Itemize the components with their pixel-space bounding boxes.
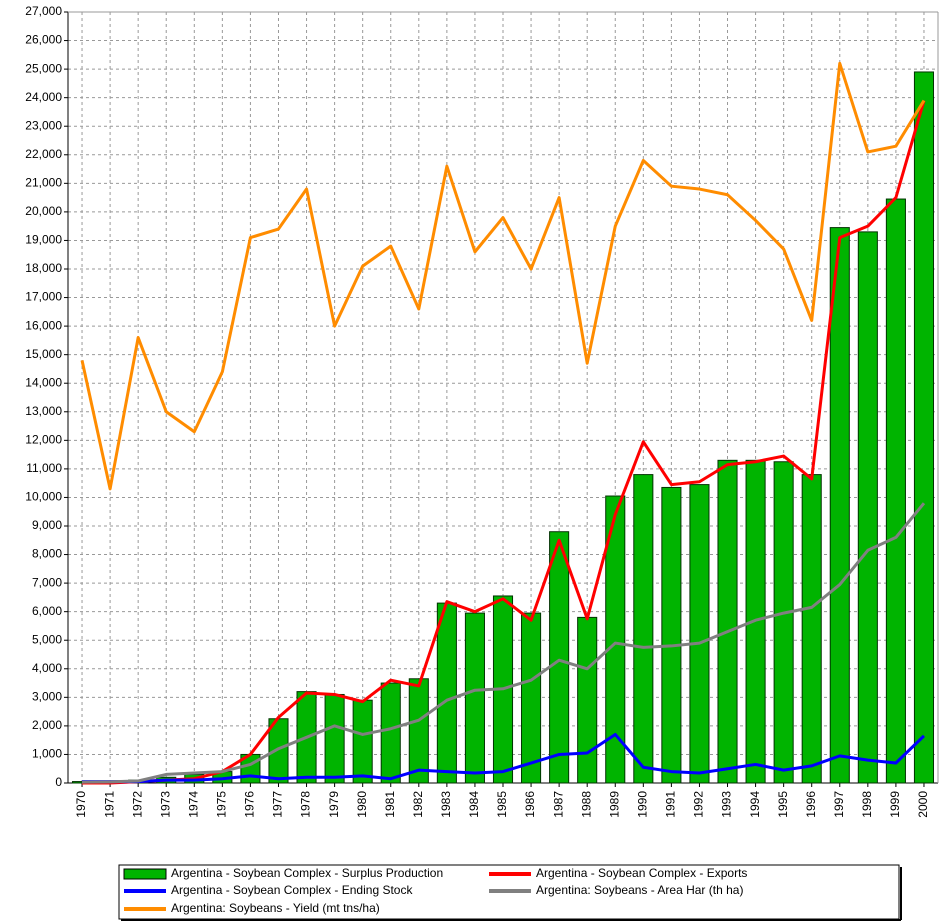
- y-tick-label: 25,000: [25, 61, 62, 75]
- bar: [829, 227, 850, 784]
- x-tick-label: 1992: [692, 791, 706, 818]
- bar: [436, 602, 457, 784]
- bar: [689, 484, 710, 784]
- line: [82, 502, 926, 784]
- y-tick-label: 15,000: [25, 347, 62, 361]
- x-tick-label: 1975: [215, 791, 229, 818]
- x-tick-label: 1973: [158, 791, 172, 818]
- y-tick-label: 26,000: [25, 33, 62, 47]
- bar: [549, 531, 570, 784]
- x-tick-label: 1995: [776, 791, 790, 818]
- y-tick-label: 21,000: [25, 176, 62, 190]
- x-tick-label: 1978: [299, 791, 313, 818]
- y-tick-label: 4,000: [32, 661, 62, 675]
- x-tick-label: 1985: [495, 791, 509, 818]
- legend-swatch: [123, 868, 167, 880]
- bar: [717, 459, 738, 784]
- y-tick-label: 10,000: [25, 490, 62, 504]
- y-tick-label: 12,000: [25, 433, 62, 447]
- x-tick-label: 1991: [664, 791, 678, 818]
- y-tick-label: 27,000: [25, 4, 62, 18]
- x-tick-label: 1976: [243, 791, 257, 818]
- x-tick-label: 1974: [186, 791, 200, 818]
- x-tick-label: 1980: [355, 791, 369, 818]
- legend-label: Argentina - Soybean Complex - Ending Sto…: [171, 883, 413, 897]
- x-tick-label: 1990: [635, 791, 649, 818]
- y-tick-label: 16,000: [25, 318, 62, 332]
- x-tick-label: 1970: [74, 791, 88, 818]
- x-tick-label: 2000: [916, 791, 930, 818]
- bar: [380, 682, 401, 784]
- legend-label: Argentina - Soybean Complex - Surplus Pr…: [171, 866, 443, 880]
- bar: [801, 474, 822, 784]
- x-tick-label: 1982: [411, 791, 425, 818]
- bar: [324, 693, 345, 784]
- line: [82, 732, 926, 784]
- x-tick-label: 1998: [860, 791, 874, 818]
- y-tick-label: 18,000: [25, 261, 62, 275]
- bar: [408, 678, 429, 784]
- legend-label: Argentina: Soybeans - Yield (mt tns/ha): [171, 901, 380, 915]
- x-tick-label: 1997: [832, 791, 846, 818]
- x-tick-label: 1972: [130, 791, 144, 818]
- bar: [885, 198, 906, 784]
- bar: [605, 495, 626, 784]
- y-tick-label: 6,000: [32, 604, 62, 618]
- bar: [661, 486, 682, 784]
- y-tick-label: 7,000: [32, 575, 62, 589]
- y-tick-label: 5,000: [32, 632, 62, 646]
- bar: [857, 231, 878, 784]
- y-tick-label: 9,000: [32, 518, 62, 532]
- y-tick-label: 19,000: [25, 233, 62, 247]
- y-tick-label: 17,000: [25, 290, 62, 304]
- x-tick-label: 1994: [748, 791, 762, 818]
- y-tick-label: 2,000: [32, 718, 62, 732]
- y-tick-label: 24,000: [25, 90, 62, 104]
- x-tick-label: 1971: [102, 791, 116, 818]
- y-tick-label: 22,000: [25, 147, 62, 161]
- bar: [352, 699, 373, 784]
- x-tick-label: 1984: [467, 791, 481, 818]
- x-tick-label: 1989: [607, 791, 621, 818]
- y-tick-label: 11,000: [26, 461, 62, 475]
- x-tick-label: 1993: [720, 791, 734, 818]
- x-tick-label: 1977: [271, 791, 285, 818]
- x-tick-label: 1999: [888, 791, 902, 818]
- bar: [633, 474, 654, 784]
- y-tick-label: 3,000: [32, 690, 62, 704]
- bar: [913, 71, 935, 784]
- x-tick-label: 1987: [551, 791, 565, 818]
- y-tick-label: 1,000: [32, 747, 62, 761]
- x-tick-label: 1988: [579, 791, 593, 818]
- bar: [521, 612, 542, 784]
- bar: [773, 461, 794, 784]
- y-tick-label: 23,000: [25, 118, 62, 132]
- bar: [464, 612, 485, 784]
- line: [80, 61, 926, 491]
- y-tick-label: 13,000: [25, 404, 62, 418]
- y-tick-label: 14,000: [25, 375, 62, 389]
- y-tick-label: 20,000: [25, 204, 62, 218]
- x-tick-label: 1986: [523, 791, 537, 818]
- legend-label: Argentina - Soybean Complex - Exports: [536, 866, 747, 880]
- x-tick-label: 1981: [383, 791, 397, 818]
- x-tick-label: 1979: [327, 791, 341, 818]
- legend-label: Argentina: Soybeans - Area Har (th ha): [536, 883, 743, 897]
- x-tick-label: 1983: [439, 791, 453, 818]
- y-tick-label: 0: [55, 775, 62, 789]
- bar: [577, 616, 598, 784]
- y-tick-label: 8,000: [32, 547, 62, 561]
- x-tick-label: 1996: [804, 791, 818, 818]
